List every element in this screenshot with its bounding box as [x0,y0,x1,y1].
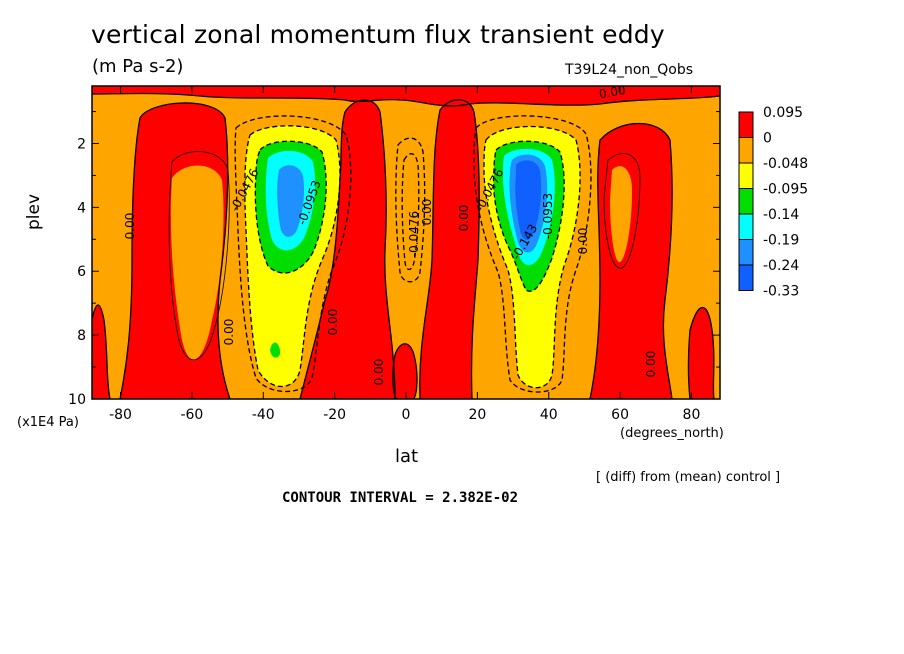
region-positive [92,305,110,399]
contour-zero [119,102,231,399]
contour-negative [234,115,352,392]
chart-subtitle: (m Pa s-2) [92,56,184,77]
colorbar-label: 0.095 [763,105,803,121]
colorbar-label: -0.095 [763,182,808,198]
colorbar-swatch [738,239,754,266]
contour-negative [483,125,581,389]
contour-label: 0.00 [372,359,386,386]
contour-positive [603,153,641,269]
contour-zero [419,99,480,399]
colorbar-label: -0.33 [763,284,799,300]
y-tick-label: 4 [77,200,86,216]
contour-field [92,86,720,399]
region-negative-4 [277,165,305,237]
contour-positive [168,151,230,361]
contour-lines [92,92,720,399]
contour-negative [244,125,341,387]
contour-label: 0.00 [598,83,627,101]
run-label: T39L24_non_Qobs [565,62,694,78]
x-tick-label: -80 [109,407,132,423]
region-positive [590,123,673,399]
contour-negative [395,137,426,283]
contour-zero [589,122,673,399]
contour-label: 0.00 [457,205,471,232]
x-tick-label: 20 [468,407,486,423]
colorbar-label: 0 [763,131,772,147]
contour-negative [254,140,327,274]
colorbar-swatch [738,137,754,164]
colorbar-swatch [738,162,754,189]
contour-label: -0.0953 [541,193,555,239]
contour-zero [299,99,396,399]
x-tick-label: 60 [611,407,629,423]
x-axis-label: lat [395,446,419,467]
colorbar-label: -0.048 [763,156,808,172]
x-axis-unit: (degrees_north) [620,426,724,441]
region-negative-5 [515,160,542,240]
colorbar-swatch [738,188,754,215]
region-positive [300,100,395,399]
contour-negative [473,115,592,393]
contour-label: 0.00 [576,228,590,255]
chart-title: vertical zonal momentum flux transient e… [91,20,665,49]
contour-label: 0.00 [123,213,137,240]
x-tick-label: 0 [402,407,411,423]
contour-label: 0.00 [326,309,340,336]
y-axis-unit: (x1E4 Pa) [17,415,79,430]
region-positive [688,307,714,399]
contour-interval: CONTOUR INTERVAL = 2.382E-02 [282,490,519,506]
colorbar-label: -0.14 [763,207,799,223]
contour-label: 0.00 [420,199,434,226]
contour-zero [687,307,715,399]
colorbar-swatch [738,111,754,138]
contour-zero [392,343,418,399]
colorbar: 0.095 0 -0.048 -0.095 -0.14 -0.19 -0.24 -0.33 [738,105,808,300]
colorbar-label: -0.24 [763,258,799,274]
x-tick-label: -40 [252,407,275,423]
region-positive [419,99,480,399]
y-tick-label: 8 [77,328,86,344]
region-negative-2 [270,342,281,358]
contour-zero [92,304,111,399]
y-axis-label: plev [24,193,44,230]
x-tick-label: 80 [683,407,701,423]
contour-negative [401,153,420,271]
contour-label: -0.0476 [407,211,421,257]
contour-zero [92,92,720,107]
y-tick-label: 2 [77,136,86,152]
colorbar-label: -0.19 [763,233,799,249]
axes: -80 -60 -40 -20 0 20 40 60 80 2 4 6 8 10 [68,86,720,423]
region-positive [92,86,720,106]
colorbar-swatch [738,213,754,240]
y-tick-label: 6 [77,264,86,280]
region-positive [392,343,417,399]
region-near-zero [170,165,224,360]
y-tick-label: 10 [68,392,86,408]
x-tick-label: -20 [323,407,346,423]
contour-label: 0.00 [644,351,658,378]
diff-annotation: [ (diff) from (mean) control ] [596,470,781,485]
colorbar-swatch [738,264,754,291]
x-tick-label: -60 [180,407,203,423]
contour-negative [492,140,565,292]
x-tick-label: 40 [540,407,558,423]
region-near-zero [610,166,632,263]
contour-label: 0.00 [222,319,236,346]
